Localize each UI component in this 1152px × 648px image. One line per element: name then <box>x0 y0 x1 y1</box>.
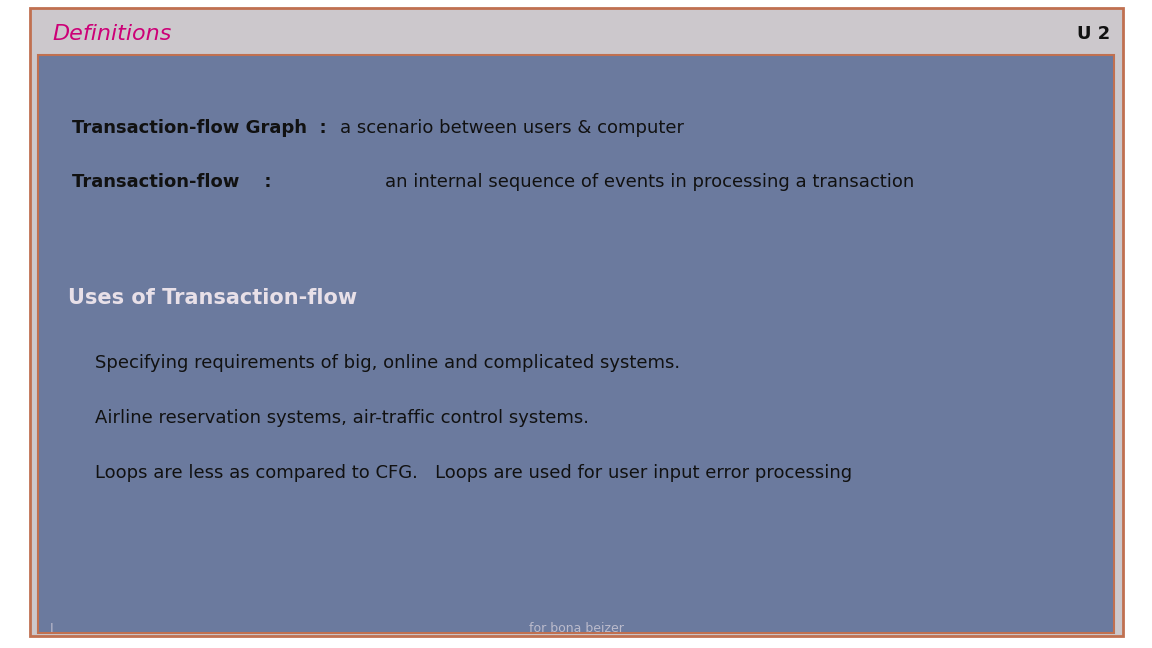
Text: U 2: U 2 <box>1077 25 1111 43</box>
FancyBboxPatch shape <box>30 8 1123 636</box>
Text: Transaction-flow    :: Transaction-flow : <box>71 173 272 191</box>
Text: Transaction-flow Graph  :: Transaction-flow Graph : <box>71 119 327 137</box>
Text: for bona beizer: for bona beizer <box>529 621 623 634</box>
Text: Airline reservation systems, air-traffic control systems.: Airline reservation systems, air-traffic… <box>94 409 589 427</box>
Text: I: I <box>50 621 54 634</box>
Text: a scenario between users & computer: a scenario between users & computer <box>340 119 684 137</box>
Text: Specifying requirements of big, online and complicated systems.: Specifying requirements of big, online a… <box>94 354 680 372</box>
Text: Definitions: Definitions <box>52 24 172 44</box>
Text: an internal sequence of events in processing a transaction: an internal sequence of events in proces… <box>385 173 915 191</box>
FancyBboxPatch shape <box>38 55 1114 633</box>
Text: Loops are less as compared to CFG.   Loops are used for user input error process: Loops are less as compared to CFG. Loops… <box>94 464 852 482</box>
Text: Uses of Transaction-flow: Uses of Transaction-flow <box>68 288 357 308</box>
